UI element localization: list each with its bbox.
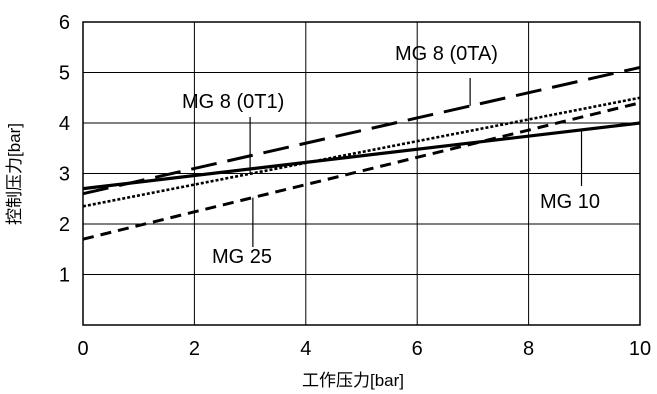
leader-lines <box>249 78 583 247</box>
y-tick-label: 5 <box>59 63 70 85</box>
x-tick-label: 10 <box>629 338 651 360</box>
y-tick-label: 3 <box>59 164 70 186</box>
y-axis-title: 控制压力[bar] <box>5 123 25 225</box>
x-tick-label: 0 <box>77 338 88 360</box>
series-label-mg8-0t1: MG 8 (0T1) <box>182 91 284 113</box>
x-tick-label: 2 <box>189 338 200 360</box>
x-tick-label: 8 <box>523 338 534 360</box>
series-label-mg25: MG 25 <box>212 246 272 268</box>
series-line-3 <box>82 121 641 191</box>
plot-frame <box>82 21 641 326</box>
series-line-1 <box>82 96 641 208</box>
y-tick-label: 2 <box>59 214 70 236</box>
series-line-2 <box>82 101 641 241</box>
y-tick-label: 1 <box>59 265 70 287</box>
series-label-mg10: MG 10 <box>540 191 600 213</box>
series-line-0 <box>82 65 641 196</box>
y-tick-labels: 1 2 3 4 5 6 <box>59 12 70 287</box>
x-tick-labels: 0 2 4 6 8 10 <box>77 338 651 360</box>
series-label-mg8-0ta: MG 8 (0TA) <box>395 43 498 65</box>
series-lines <box>82 65 641 241</box>
x-tick-label: 6 <box>412 338 423 360</box>
y-tick-label: 6 <box>59 12 70 34</box>
y-tick-label: 4 <box>59 113 70 135</box>
x-tick-label: 4 <box>300 338 311 360</box>
x-axis-title: 工作压力[bar] <box>302 371 404 391</box>
